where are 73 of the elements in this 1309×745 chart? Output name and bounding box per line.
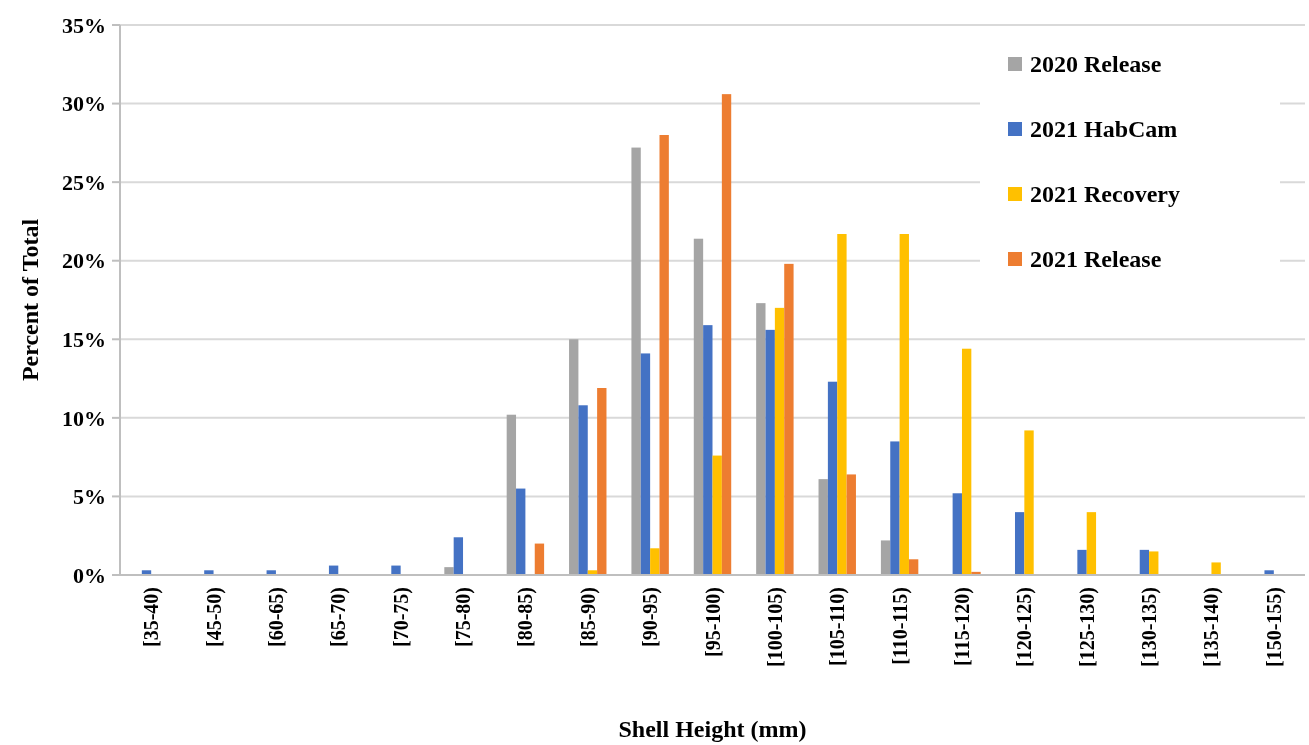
bar xyxy=(1077,549,1087,575)
bar xyxy=(1211,562,1221,575)
x-tick-label: [85-90) xyxy=(576,587,600,647)
bar xyxy=(1149,551,1159,575)
bar xyxy=(774,307,785,575)
legend-label: 2021 HabCam xyxy=(1030,116,1178,143)
bar xyxy=(569,339,579,575)
x-tick-label: [100-105) xyxy=(763,587,787,667)
bar xyxy=(818,479,828,575)
bar xyxy=(650,548,660,575)
bar xyxy=(961,348,972,575)
y-tick-label: 0% xyxy=(73,562,106,588)
x-tick-label: [125-130) xyxy=(1075,587,1099,667)
bar xyxy=(827,381,838,575)
bar xyxy=(721,94,732,575)
x-tick-label: [95-100) xyxy=(701,587,725,657)
bar xyxy=(506,414,517,575)
bar xyxy=(659,135,669,575)
bar xyxy=(597,388,607,575)
y-tick-label: 35% xyxy=(62,12,106,38)
y-tick-label: 15% xyxy=(62,326,106,352)
x-tick-label: [35-40) xyxy=(140,587,164,647)
bar xyxy=(952,493,962,575)
x-tick-label: [115-120) xyxy=(950,587,974,666)
bar xyxy=(204,570,214,575)
legend-label: 2020 Release xyxy=(1030,51,1162,78)
bar xyxy=(899,234,909,575)
bar xyxy=(784,263,794,575)
bar xyxy=(712,455,722,575)
bar xyxy=(578,405,588,575)
y-tick-label: 30% xyxy=(62,91,106,117)
y-tick-label: 25% xyxy=(62,169,106,195)
x-tick-label: [45-50) xyxy=(202,587,226,647)
bar xyxy=(1014,512,1025,575)
bar xyxy=(837,234,847,575)
x-tick-label: [60-65) xyxy=(264,587,288,647)
legend-label: 2021 Release xyxy=(1030,246,1162,273)
y-tick-label: 10% xyxy=(62,405,106,431)
bar xyxy=(703,325,713,575)
bar xyxy=(765,329,775,575)
bar xyxy=(1264,570,1274,575)
bar xyxy=(516,488,526,575)
bar xyxy=(756,303,766,575)
bar xyxy=(908,559,919,575)
y-tick-label: 5% xyxy=(73,484,106,510)
bar xyxy=(453,537,464,575)
x-tick-label: [120-125) xyxy=(1013,587,1037,667)
bar xyxy=(880,540,891,575)
x-tick-label: [110-115) xyxy=(888,587,912,665)
x-tick-label: [75-80) xyxy=(452,587,476,647)
bar xyxy=(1086,512,1097,575)
x-tick-label: [135-140) xyxy=(1200,587,1224,667)
x-tick-label: [80-85) xyxy=(514,587,538,647)
x-axis-title: Shell Height (mm) xyxy=(618,716,807,742)
bar xyxy=(444,567,454,575)
legend-label: 2021 Recovery xyxy=(1030,181,1180,208)
bar xyxy=(640,353,651,575)
bar xyxy=(391,565,401,575)
bar xyxy=(1139,549,1150,575)
x-tick-label: [70-75) xyxy=(389,587,413,647)
bar xyxy=(846,474,856,575)
x-tick-label: [65-70) xyxy=(327,587,351,647)
bar xyxy=(534,543,545,575)
y-axis-title: Percent of Total xyxy=(17,218,43,382)
x-tick-label: [90-95) xyxy=(639,587,663,647)
bar xyxy=(631,147,641,575)
bar xyxy=(1024,430,1034,575)
x-tick-label: [130-135) xyxy=(1138,587,1162,667)
x-tick-label: [105-110) xyxy=(826,587,850,666)
x-tick-label: [150-155) xyxy=(1262,587,1286,667)
y-tick-label: 20% xyxy=(62,248,106,274)
bar xyxy=(890,441,900,575)
bar xyxy=(693,238,704,575)
